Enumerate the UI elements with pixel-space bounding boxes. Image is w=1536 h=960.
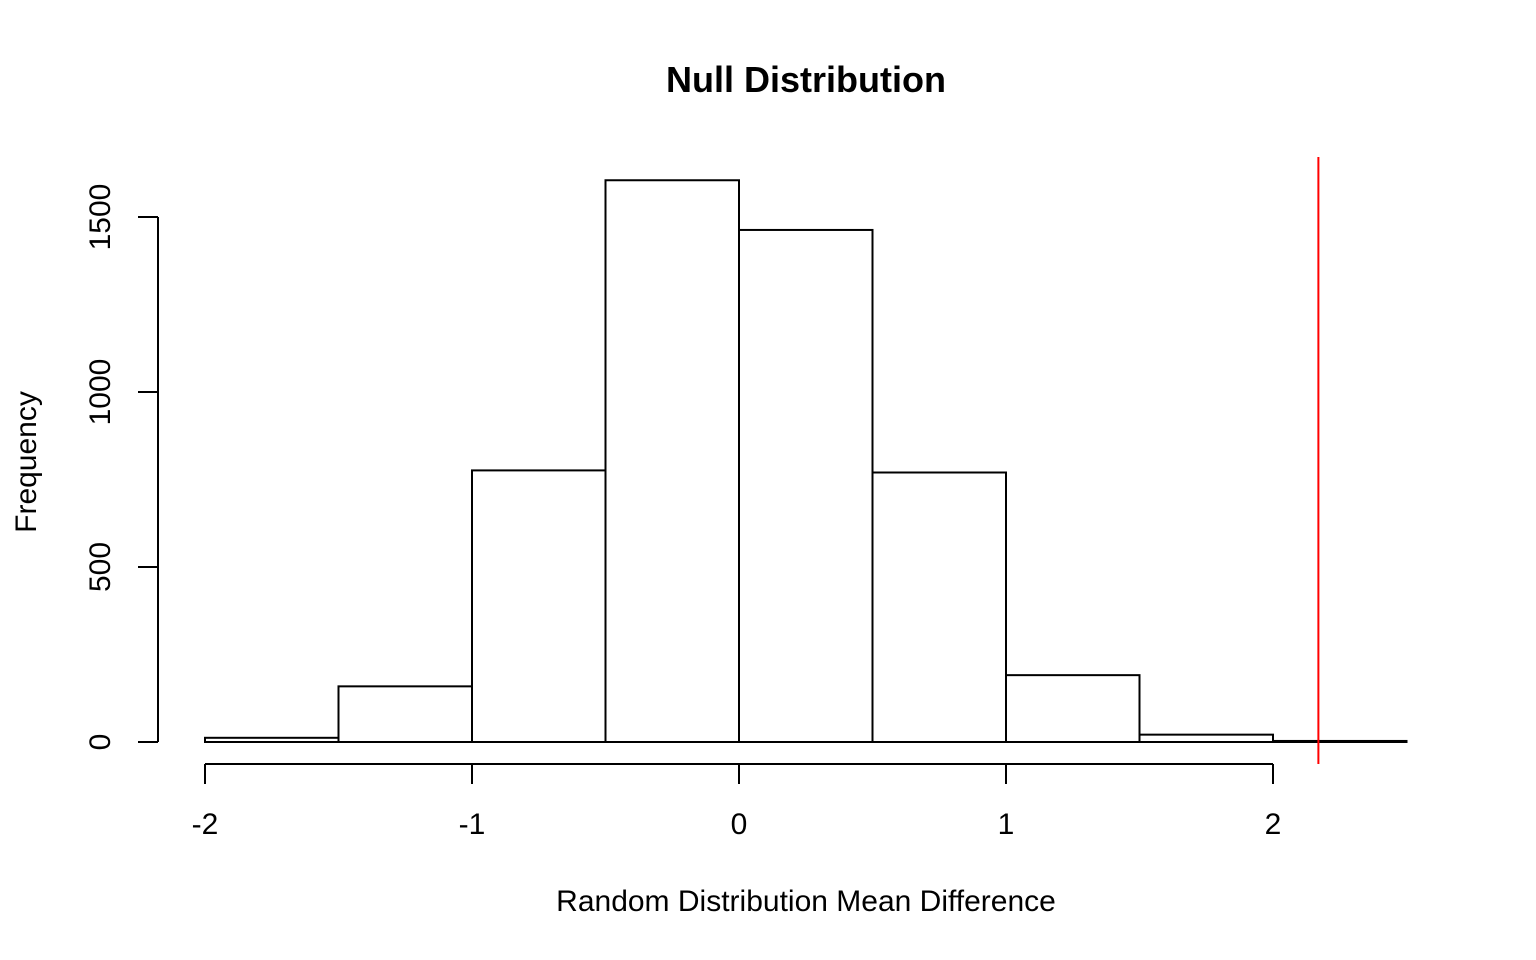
y-tick-label: 0 xyxy=(84,734,117,751)
y-tick-label: 500 xyxy=(84,542,117,592)
histogram-bar xyxy=(871,471,1007,743)
histogram-bar xyxy=(1138,733,1274,744)
x-tick-label: 2 xyxy=(1265,808,1282,841)
y-tick-label: 1000 xyxy=(84,359,117,426)
histogram-bar xyxy=(471,469,607,743)
histogram-bar xyxy=(204,736,340,743)
y-axis: 0 500 1000 1500 xyxy=(84,184,159,751)
bars-group xyxy=(204,179,1408,744)
y-tick-label: 1500 xyxy=(84,184,117,251)
histogram-bar xyxy=(604,179,740,743)
x-tick-label: 0 xyxy=(731,808,748,841)
x-axis-label: Random Distribution Mean Difference xyxy=(556,885,1056,918)
chart-title: Null Distribution xyxy=(666,59,946,100)
histogram-bar xyxy=(337,685,473,743)
x-axis: -2 -1 0 1 2 xyxy=(192,763,1282,841)
x-tick-label: -1 xyxy=(459,808,486,841)
y-axis-label: Frequency xyxy=(10,391,43,533)
x-tick-label: 1 xyxy=(998,808,1015,841)
histogram-bar xyxy=(1005,674,1141,744)
x-tick-label: -2 xyxy=(192,808,219,841)
histogram-bar xyxy=(738,228,874,743)
histogram-bar xyxy=(1272,739,1408,744)
